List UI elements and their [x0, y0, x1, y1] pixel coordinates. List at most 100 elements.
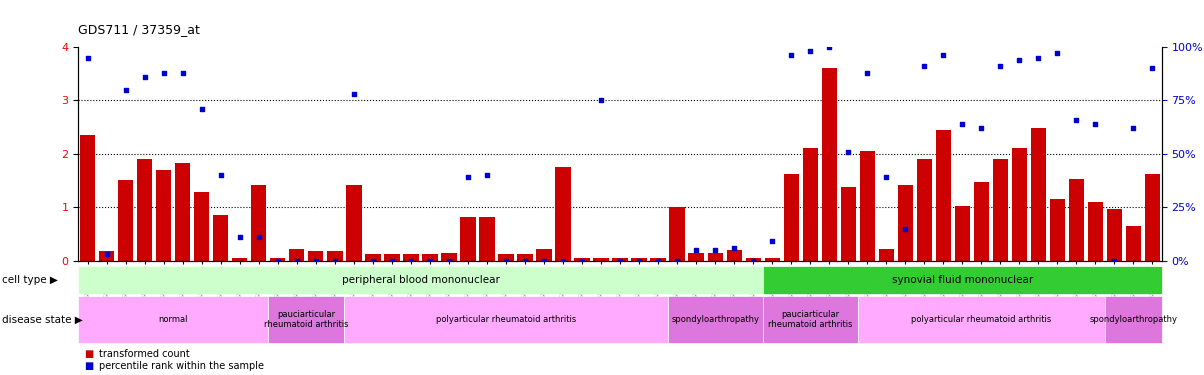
Point [1028, 55, 1047, 61]
Point [515, 258, 535, 264]
Point [211, 172, 230, 178]
Point [401, 258, 420, 264]
Bar [252, 185, 266, 261]
Point [952, 121, 972, 127]
Bar [762, 266, 1162, 294]
Point [78, 55, 98, 61]
Point [173, 69, 193, 75]
Bar [555, 167, 571, 261]
Bar [365, 254, 380, 261]
Text: disease state ▶: disease state ▶ [2, 315, 83, 325]
Point [630, 258, 649, 264]
Point [135, 74, 154, 80]
Bar [1105, 296, 1162, 343]
Bar [289, 249, 305, 261]
Point [268, 258, 288, 264]
Bar [860, 151, 875, 261]
Point [781, 53, 801, 58]
Bar [442, 253, 456, 261]
Bar [268, 296, 344, 343]
Text: spondyloarthropathy: spondyloarthropathy [671, 315, 759, 324]
Bar [344, 296, 667, 343]
Bar [974, 182, 988, 261]
Point [667, 258, 686, 264]
Point [496, 258, 515, 264]
Bar [213, 215, 229, 261]
Point [306, 258, 325, 264]
Bar [1050, 199, 1064, 261]
Text: ■: ■ [84, 350, 94, 359]
Point [877, 174, 896, 180]
Bar [916, 159, 932, 261]
Bar [726, 250, 742, 261]
Text: synovial fluid mononuclear: synovial fluid mononuclear [892, 275, 1033, 285]
Bar [384, 254, 400, 261]
Bar [821, 68, 837, 261]
Point [364, 258, 383, 264]
Point [762, 238, 781, 244]
Bar [78, 296, 268, 343]
Bar [537, 249, 551, 261]
Bar [403, 254, 419, 261]
Point [706, 247, 725, 253]
Bar [327, 251, 342, 261]
Point [249, 234, 268, 240]
Point [1067, 117, 1086, 123]
Bar [1106, 209, 1122, 261]
Bar [879, 249, 893, 261]
Text: GDS711 / 37359_at: GDS711 / 37359_at [78, 22, 200, 36]
Bar [955, 206, 970, 261]
Point [1086, 121, 1105, 127]
Bar [745, 258, 761, 261]
Text: peripheral blood mononuclear: peripheral blood mononuclear [342, 275, 500, 285]
Point [288, 258, 307, 264]
Point [1047, 50, 1067, 56]
Point [610, 258, 630, 264]
Point [838, 148, 857, 154]
Point [649, 258, 668, 264]
Point [725, 245, 744, 251]
Bar [936, 130, 951, 261]
Bar [765, 258, 780, 261]
Bar [574, 258, 590, 261]
Point [1143, 65, 1162, 71]
Bar [667, 296, 762, 343]
Point [857, 69, 877, 75]
Bar [194, 192, 209, 261]
Bar [460, 217, 476, 261]
Bar [992, 159, 1008, 261]
Bar [669, 207, 685, 261]
Bar [423, 254, 437, 261]
Bar [270, 258, 285, 261]
Point [933, 53, 952, 58]
Bar [347, 185, 361, 261]
Point [1010, 57, 1029, 63]
Text: spondyloarthropathy: spondyloarthropathy [1090, 315, 1178, 324]
Bar [498, 254, 514, 261]
Bar [176, 164, 190, 261]
Text: cell type ▶: cell type ▶ [2, 275, 58, 285]
Bar [631, 258, 647, 261]
Text: normal: normal [159, 315, 188, 324]
Bar [81, 135, 95, 261]
Point [154, 69, 173, 75]
Bar [157, 170, 171, 261]
Point [535, 258, 554, 264]
Point [420, 258, 439, 264]
Point [193, 106, 212, 112]
Text: polyarticular rheumatoid arthritis: polyarticular rheumatoid arthritis [436, 315, 577, 324]
Bar [613, 258, 627, 261]
Point [383, 258, 402, 264]
Bar [1011, 148, 1027, 261]
Text: pauciarticular
rheumatoid arthritis: pauciarticular rheumatoid arthritis [264, 310, 349, 329]
Bar [308, 251, 324, 261]
Bar [1031, 128, 1046, 261]
Bar [1087, 202, 1103, 261]
Point [991, 63, 1010, 69]
Bar [689, 253, 703, 261]
Point [915, 63, 934, 69]
Bar [99, 251, 114, 261]
Bar [1145, 174, 1159, 261]
Point [1105, 258, 1125, 264]
Point [801, 48, 820, 54]
